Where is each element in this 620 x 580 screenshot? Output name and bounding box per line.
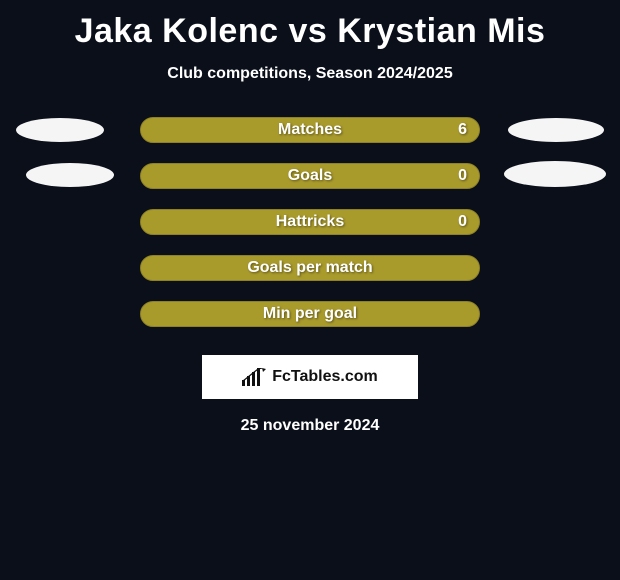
player-left-flag-icon: [16, 118, 104, 142]
stats-area: Matches6Goals0Hattricks0Goals per matchM…: [0, 117, 620, 347]
page-title: Jaka Kolenc vs Krystian Mis: [75, 12, 546, 51]
stat-label: Hattricks: [141, 213, 479, 231]
snapshot-date: 25 november 2024: [241, 417, 380, 435]
stat-value: 0: [458, 213, 467, 231]
stat-bar: Goals per match: [140, 255, 480, 281]
player-left-flag-icon: [26, 163, 114, 187]
player-right-flag-icon: [504, 161, 606, 187]
source-badge: FcTables.com: [202, 355, 418, 399]
stat-row: Goals per match: [0, 255, 620, 281]
stat-label: Min per goal: [141, 305, 479, 323]
stat-label: Goals: [141, 167, 479, 185]
stat-row: Min per goal: [0, 301, 620, 327]
subtitle: Club competitions, Season 2024/2025: [167, 65, 452, 83]
player-right-flag-icon: [508, 118, 604, 142]
stat-row: Matches6: [0, 117, 620, 143]
stat-label: Matches: [141, 121, 479, 139]
stat-value: 6: [458, 121, 467, 139]
stat-bar: Hattricks0: [140, 209, 480, 235]
bars-icon: [242, 368, 266, 386]
stat-value: 0: [458, 167, 467, 185]
stat-row: Hattricks0: [0, 209, 620, 235]
stat-row: Goals0: [0, 163, 620, 189]
stat-bar: Matches6: [140, 117, 480, 143]
stat-bar: Min per goal: [140, 301, 480, 327]
stat-label: Goals per match: [141, 259, 479, 277]
source-badge-text: FcTables.com: [272, 368, 378, 386]
stat-bar: Goals0: [140, 163, 480, 189]
